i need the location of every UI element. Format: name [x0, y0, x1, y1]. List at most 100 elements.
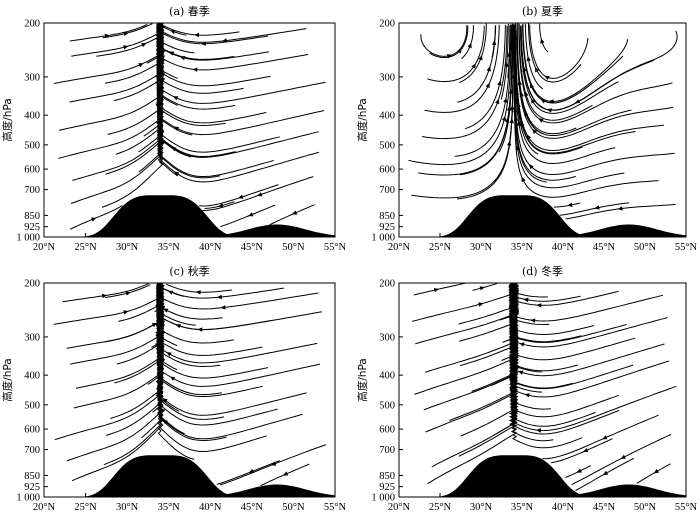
panel-c: (c) 秋季 20°N 25°N 30°N 35°N 40°N 45°N 50°N 55°N 20… — [1, 264, 347, 513]
streamline — [522, 24, 624, 104]
streamline — [429, 25, 469, 59]
y-tick-label: 300 — [24, 332, 40, 343]
streamline — [508, 322, 665, 377]
streamline — [508, 283, 581, 302]
streamline-arrow — [125, 291, 131, 296]
streamline-field — [44, 283, 335, 497]
streamline-arrow — [91, 217, 97, 222]
y-tick-label: 200 — [379, 279, 395, 290]
y-tick-label: 925 — [24, 482, 40, 493]
y-tick-label: 700 — [379, 445, 395, 456]
y-tick-label: 600 — [379, 425, 395, 436]
streamline — [71, 23, 164, 57]
streamline-arrow — [220, 305, 226, 310]
streamline-arrow — [526, 55, 531, 62]
streamline-arrow — [524, 393, 530, 398]
x-tick-label: 35°N — [158, 242, 181, 253]
streamline-arrow — [517, 120, 522, 126]
y-tick-label: 500 — [379, 140, 395, 151]
streamline — [220, 204, 276, 228]
y-tick-label: 1 000 — [371, 233, 395, 244]
streamline — [459, 283, 517, 367]
y-tick-label: 700 — [379, 185, 395, 196]
streamline-arrow — [518, 370, 524, 375]
streamline-arrow — [171, 146, 177, 152]
x-tick-label: 30°N — [470, 242, 493, 253]
streamline — [54, 310, 164, 441]
streamline-arrow — [282, 471, 289, 476]
x-tick-label: 45°N — [593, 502, 616, 513]
streamline-arrow — [530, 318, 536, 323]
terrain-silhouette — [44, 195, 335, 237]
streamline-arrow — [602, 435, 608, 440]
streamline-arrow — [218, 203, 224, 208]
x-tick-label: 55°N — [324, 242, 347, 253]
streamline — [72, 46, 164, 181]
streamline — [539, 23, 549, 53]
streamline-arrow — [471, 63, 476, 69]
y-axis-label: 高度/hPa — [356, 98, 369, 142]
streamline-arrow — [535, 66, 540, 73]
streamline — [415, 283, 520, 345]
streamline — [509, 283, 582, 343]
streamline-arrow — [433, 288, 440, 293]
streamline — [202, 176, 314, 211]
streamline — [69, 24, 148, 42]
streamline-arrow — [172, 96, 179, 101]
streamline — [449, 316, 518, 421]
streamline-field — [399, 283, 686, 497]
streamline — [457, 25, 497, 103]
x-tick-label: 20°N — [33, 242, 56, 253]
streamline — [157, 283, 234, 344]
streamline-field — [399, 23, 686, 237]
y-axis-label: 高度/hPa — [356, 358, 369, 402]
y-tick-label: 1 000 — [371, 493, 395, 504]
x-tick-label: 35°N — [511, 242, 534, 253]
x-tick-label: 50°N — [634, 502, 657, 513]
panel-title: (b) 夏季 — [522, 5, 563, 18]
x-tick-label: 30°N — [470, 502, 493, 513]
x-tick-label: 35°N — [511, 502, 534, 513]
streamline-arrow — [582, 448, 589, 452]
streamline-arrow — [503, 97, 508, 103]
y-axis-label: 高度/hPa — [1, 358, 14, 402]
streamline-arrow — [157, 410, 163, 416]
streamline — [156, 56, 325, 136]
x-tick-label: 30°N — [116, 502, 139, 513]
streamline-arrow — [567, 202, 573, 207]
x-tick-label: 50°N — [634, 242, 657, 253]
x-tick-label: 40°N — [552, 502, 575, 513]
x-tick-label: 20°N — [388, 502, 411, 513]
streamline — [509, 299, 636, 361]
streamline — [508, 341, 619, 418]
streamline — [509, 374, 677, 431]
x-tick-label: 55°N — [675, 242, 698, 253]
y-tick-label: 400 — [379, 371, 395, 382]
streamline — [104, 283, 165, 343]
y-tick-label: 925 — [24, 222, 40, 233]
y-tick-label: 600 — [24, 425, 40, 436]
streamline — [118, 284, 162, 322]
streamline-arrow — [221, 38, 227, 43]
streamline — [269, 204, 315, 226]
streamline-arrow — [495, 98, 500, 105]
y-tick-label: 500 — [24, 400, 40, 411]
streamline-arrow — [497, 80, 502, 86]
streamline — [458, 23, 487, 84]
streamline — [110, 283, 163, 419]
streamline — [636, 463, 671, 484]
panel-b: (b) 夏季 20°N 25°N 30°N 35°N 40°N 45°N 50°N 55°N 20… — [356, 5, 698, 253]
y-tick-label: 850 — [24, 211, 40, 222]
streamline-arrow — [519, 342, 525, 347]
streamline-arrow — [446, 54, 453, 59]
streamline — [542, 414, 659, 460]
streamline — [508, 283, 619, 306]
streamline-arrow — [574, 99, 581, 104]
streamline — [199, 184, 279, 207]
streamline-arrow — [192, 67, 198, 72]
streamline — [115, 23, 164, 155]
panel-title: (d) 冬季 — [522, 264, 563, 278]
streamline-arrow — [248, 212, 254, 217]
streamline-arrow — [523, 297, 529, 303]
streamline — [113, 24, 164, 102]
